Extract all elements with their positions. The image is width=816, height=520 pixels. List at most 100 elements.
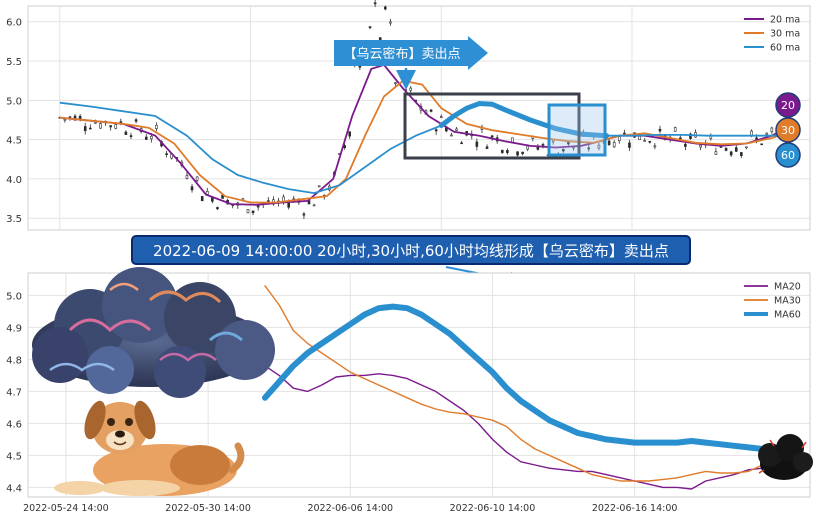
candle-body [714,151,718,155]
candle-body [246,208,250,214]
candle-body [399,74,402,77]
ma-x-tick-label: 2022-06-06 14:00 [307,503,393,514]
candle-body [384,6,387,10]
price-y-tick-label: 6.0 [6,18,22,29]
candle-body [450,134,453,137]
candle-body [475,141,479,147]
ma-y-tick-label: 4.6 [6,419,22,430]
candle-body [526,145,530,150]
candle-body [185,175,189,179]
ma-x-tick-label: 2022-06-16 14:00 [592,503,678,514]
candle-body [490,135,494,138]
candle-body [373,2,377,5]
candle-body [506,150,509,153]
candle-body [409,87,413,91]
candle-body [83,126,87,132]
candle-body [750,130,753,136]
price-panel: 3.5 4.0 4.5 5.0 5.5 6.0 【乌云密布】卖出点 20 ma 30 ma 6… [6,0,811,231]
candle-body [607,140,611,146]
callout-text: 【乌云密布】卖出点 [343,46,460,62]
candle-body [516,151,519,156]
candle-body [312,204,316,207]
candle-body [439,116,443,119]
candle-body [623,132,626,135]
dog-illustration [54,400,245,496]
candle-body [256,205,260,208]
candle-body [150,135,153,140]
candle-body [155,124,158,129]
price-panel-frame [27,5,811,231]
candle-body [389,21,392,24]
price-y-tick-label: 5.0 [6,96,22,107]
ma-y-tick-label: 4.8 [6,355,22,366]
candle-body [536,146,540,150]
candle-body [114,124,118,129]
ma-y-tick-label: 4.4 [6,483,22,494]
price-y-tick-label: 3.5 [6,214,22,225]
candle-body [267,200,270,202]
price-ma-line-20-ma [59,63,792,206]
candle-body [129,135,133,137]
candle-body [394,82,397,84]
price-y-tick-label: 5.5 [6,57,22,68]
candle-body [673,127,677,132]
candle-body [597,144,601,149]
ma-lines [262,285,766,490]
candle-body [745,146,748,149]
ma-legend: MA20 MA30 MA60 [744,282,801,321]
ma-line-ma30 [264,285,764,482]
candle-body [628,142,631,148]
candle-body [109,125,112,128]
candle-body [643,140,646,142]
candle-body [124,131,128,135]
candle-body [63,118,67,121]
legend-label: 20 ma [770,15,800,26]
pattern-box [403,92,581,160]
candle-body [648,141,652,143]
candle-body [562,148,565,152]
price-y-tick-label: 4.5 [6,136,22,147]
candle-body [658,128,662,132]
ma-badges: 20 30 60 [775,92,801,168]
price-ma-line-30-ma [59,79,792,204]
ma-x-axis: 2022-05-24 14:00 2022-05-30 14:00 2022-06-… [23,503,677,514]
ma-x-tick-label: 2022-06-10 14:00 [450,503,536,514]
candle-body [455,128,458,131]
storm-cloud-illustration [32,267,275,398]
price-y-axis: 3.5 4.0 4.5 5.0 5.5 6.0 [6,18,22,225]
ma-y-tick-label: 4.7 [6,387,22,398]
banner-background [131,235,691,265]
candle-body [287,202,290,208]
legend-label: MA20 [774,282,801,293]
price-y-tick-label: 4.0 [6,175,22,186]
sell-point-callout: 【乌云密布】卖出点 [334,36,488,90]
candle-body [684,143,687,147]
candle-body [612,142,616,148]
ma-line-ma60 [262,303,766,452]
candle-body [99,123,102,129]
ma-badge-label: 20 [781,99,795,112]
ma-badge-30 [775,117,801,143]
candle-body [200,196,204,202]
candle-body [190,186,194,191]
candle-body [368,26,372,29]
candle-body [165,153,168,155]
ma-x-tick-label: 2022-05-30 14:00 [165,503,251,514]
candle-body [541,144,545,146]
candle-body [434,129,438,132]
ma-y-tick-label: 4.5 [6,451,22,462]
legend-label: 30 ma [770,29,800,40]
legend-label: 60 ma [770,43,800,54]
banner-text: 2022-06-09 14:00:00 20小时,30小时,60小时均线形成【乌… [153,242,669,260]
candle-body [770,127,774,132]
ma-line-ma20 [264,365,764,490]
ma-y-tick-label: 5.0 [6,291,22,302]
legend-label: MA30 [774,296,801,307]
candle-body [251,210,255,214]
candle-body [119,121,123,123]
candle-body [521,151,524,155]
candle-body [760,143,763,146]
candle-body [348,131,352,137]
candle-body [89,127,92,130]
